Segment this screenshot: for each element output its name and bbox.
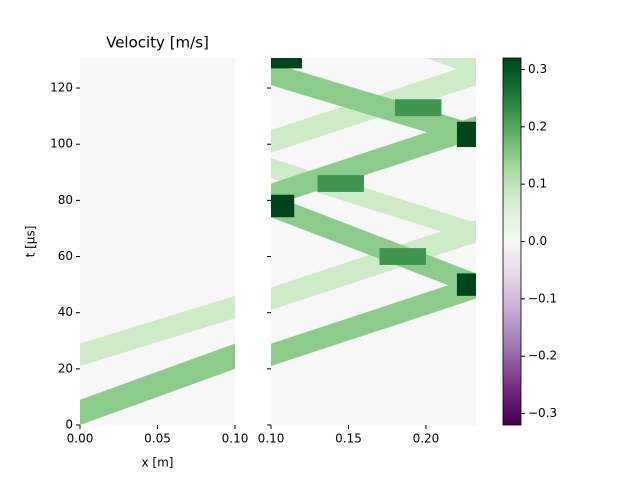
y-tick-label: 100: [50, 137, 73, 151]
colorbar-tick-label: −0.3: [528, 406, 557, 420]
x-tick-label: 0.05: [144, 432, 171, 446]
colorbar-tick-label: 0.0: [528, 234, 547, 248]
heatmap-area: [80, 58, 235, 425]
velocity-band: [271, 220, 476, 310]
velocity-band: [271, 62, 476, 148]
velocity-band: [271, 194, 476, 296]
velocity-band: [271, 276, 476, 367]
y-tick-label: 0: [65, 418, 73, 432]
y-tick-label: 80: [58, 193, 73, 207]
velocity-cell: [271, 194, 295, 218]
velocity-cell: [456, 121, 476, 148]
y-tick-label: 20: [58, 361, 73, 375]
y-tick-label: 120: [50, 81, 73, 95]
colorbar-tick-label: −0.2: [528, 349, 557, 363]
x-axis-label: x [m]: [142, 456, 174, 470]
y-tick-label: 40: [58, 305, 73, 319]
velocity-cell: [317, 175, 364, 192]
velocity-band: [80, 343, 235, 425]
velocity-band: [426, 58, 476, 77]
colorbar-tick-label: 0.1: [528, 177, 547, 191]
velocity-cell: [271, 58, 302, 69]
colorbar-tick-label: 0.3: [528, 62, 547, 76]
y-tick-label: 60: [58, 249, 73, 263]
velocity-cell: [456, 273, 476, 296]
heatmap-area: [271, 58, 476, 425]
x-tick-label: 0.10: [222, 432, 249, 446]
chart-title: Velocity [m/s]: [106, 34, 209, 52]
velocity-band: [80, 295, 235, 367]
y-axis-label: t [μs]: [24, 226, 38, 258]
colorbar: [502, 57, 522, 426]
velocity-cell: [379, 248, 426, 265]
x-tick-label: 0.10: [258, 432, 285, 446]
velocity-cell: [394, 99, 442, 117]
colorbar-tick-label: −0.1: [528, 291, 557, 305]
x-tick-label: 0.15: [335, 432, 362, 446]
x-tick-label: 0.00: [67, 432, 94, 446]
x-tick-label: 0.20: [413, 432, 440, 446]
colorbar-tick-label: 0.2: [528, 119, 547, 133]
